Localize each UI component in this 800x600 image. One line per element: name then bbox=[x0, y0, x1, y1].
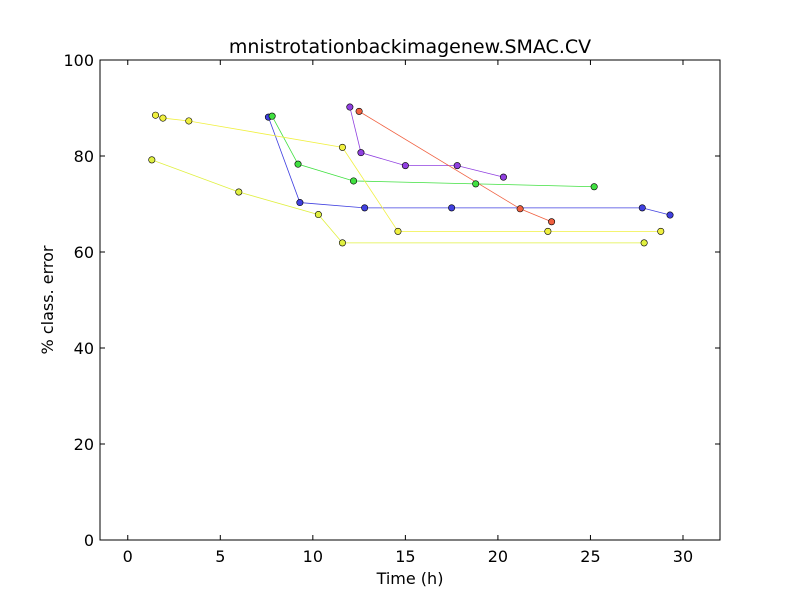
series-3-point-2 bbox=[548, 218, 556, 226]
series-5-point-0 bbox=[148, 156, 156, 164]
plot-area bbox=[148, 103, 674, 247]
y-tick-label: 80 bbox=[74, 147, 94, 166]
series-3-point-0 bbox=[355, 107, 363, 115]
x-tick-label: 20 bbox=[488, 547, 508, 566]
series-0-point-5 bbox=[666, 211, 674, 219]
y-tick-label: 60 bbox=[74, 243, 94, 262]
series-4-point-1 bbox=[159, 114, 167, 122]
series-5-point-4 bbox=[640, 239, 648, 247]
axis-ticks: 0 5 10 15 20 25 30 0 20 40 60 80 100 bbox=[63, 51, 720, 566]
series-2-point-3 bbox=[453, 162, 461, 170]
series-1-point-3 bbox=[472, 180, 480, 188]
series-1-line bbox=[271, 115, 595, 188]
series-4-point-3 bbox=[338, 143, 346, 151]
x-tick-label: 0 bbox=[123, 547, 133, 566]
series-0-point-4 bbox=[638, 204, 646, 212]
series-0-point-3 bbox=[448, 204, 456, 212]
series-1-point-0 bbox=[268, 112, 276, 120]
y-axis-label: % class. error bbox=[38, 245, 57, 354]
series-2-point-0 bbox=[346, 103, 354, 111]
x-axis-label: Time (h) bbox=[376, 569, 444, 588]
chart-title: mnistrotationbackimagenew.SMAC.CV bbox=[229, 36, 591, 58]
x-tick-label: 25 bbox=[580, 547, 600, 566]
series-2-line bbox=[349, 106, 504, 178]
x-tick-label: 15 bbox=[395, 547, 415, 566]
series-2-point-4 bbox=[499, 173, 507, 181]
plot-frame bbox=[99, 59, 721, 541]
series-0-point-2 bbox=[361, 204, 369, 212]
series-5-point-1 bbox=[235, 188, 243, 196]
y-tick-label: 100 bbox=[63, 51, 94, 70]
series-0-line bbox=[268, 116, 671, 216]
series-1-point-1 bbox=[294, 160, 302, 168]
series-1-point-4 bbox=[590, 183, 598, 191]
x-tick-label: 30 bbox=[673, 547, 693, 566]
series-5-point-2 bbox=[314, 211, 322, 219]
y-tick-label: 40 bbox=[74, 339, 94, 358]
series-2-point-2 bbox=[401, 162, 409, 170]
series-2-point-1 bbox=[357, 149, 365, 157]
y-tick-label: 0 bbox=[84, 531, 94, 550]
x-tick-label: 10 bbox=[303, 547, 323, 566]
series-4-line bbox=[155, 114, 661, 232]
series-5-point-3 bbox=[338, 239, 346, 247]
series-1-point-2 bbox=[350, 177, 358, 185]
series-4-point-5 bbox=[544, 227, 552, 235]
series-4-point-2 bbox=[185, 117, 193, 125]
x-tick-label: 5 bbox=[215, 547, 225, 566]
series-4-point-0 bbox=[152, 111, 160, 119]
series-4-point-6 bbox=[657, 227, 665, 235]
series-3-point-1 bbox=[516, 205, 524, 213]
series-0-point-1 bbox=[296, 199, 304, 207]
series-4-point-4 bbox=[394, 227, 402, 235]
y-tick-label: 20 bbox=[74, 435, 94, 454]
